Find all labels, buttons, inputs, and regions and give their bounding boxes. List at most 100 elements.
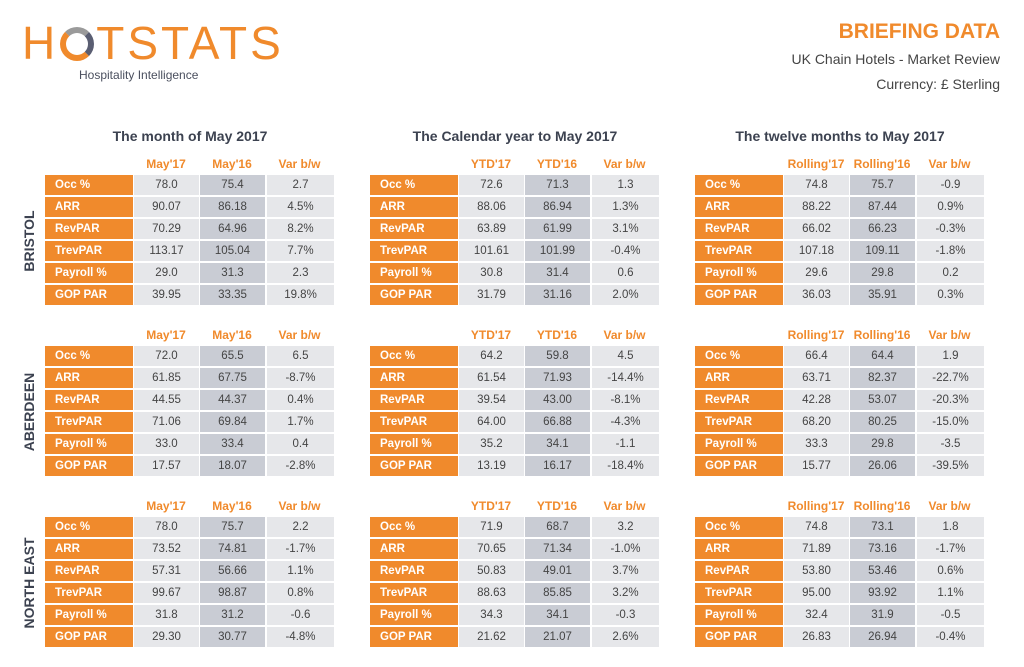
value-cell: 0.3% <box>917 285 984 305</box>
value-cell: 70.29 <box>134 219 199 239</box>
table-row: Payroll % 34.3 34.1 -0.3 <box>370 605 660 625</box>
metric-label: Payroll % <box>370 434 458 454</box>
table-row: GOP PAR 15.77 26.06 -39.5% <box>695 456 985 476</box>
value-cell: 35.91 <box>850 285 915 305</box>
table-row: Occ % 78.0 75.4 2.7 <box>45 175 335 195</box>
metric-label: Payroll % <box>45 605 133 625</box>
value-cell: 29.8 <box>850 263 915 283</box>
table-row: ARR 73.52 74.81 -1.7% <box>45 539 335 559</box>
value-cell: 86.18 <box>200 197 265 217</box>
value-cell: 29.8 <box>850 434 915 454</box>
column-header: Var b/w <box>603 157 646 171</box>
data-table: YTD'17 YTD'16 Var b/w Occ % 71.9 68.7 3.2 ARR 70… <box>370 499 660 649</box>
value-cell: 88.22 <box>784 197 849 217</box>
table-row: Payroll % 33.3 29.8 -3.5 <box>695 434 985 454</box>
metric-label: GOP PAR <box>45 456 133 476</box>
table-header-row: YTD'17 YTD'16 Var b/w <box>370 328 660 346</box>
value-cell: 70.65 <box>459 539 524 559</box>
table-header-row: Rolling'17 Rolling'16 Var b/w <box>695 328 985 346</box>
table-row: ARR 63.71 82.37 -22.7% <box>695 368 985 388</box>
metric-label: Payroll % <box>370 605 458 625</box>
table-row: Occ % 72.0 65.5 6.5 <box>45 346 335 366</box>
value-cell: 98.87 <box>200 583 265 603</box>
value-cell: 2.6% <box>592 627 659 647</box>
value-cell: -18.4% <box>592 456 659 476</box>
table-row: RevPAR 42.28 53.07 -20.3% <box>695 390 985 410</box>
metric-label: GOP PAR <box>695 456 783 476</box>
value-cell: 2.7 <box>267 175 334 195</box>
value-cell: 95.00 <box>784 583 849 603</box>
table-row: GOP PAR 29.30 30.77 -4.8% <box>45 627 335 647</box>
table-row: Occ % 74.8 73.1 1.8 <box>695 517 985 537</box>
value-cell: 29.30 <box>134 627 199 647</box>
value-cell: -4.8% <box>267 627 334 647</box>
metric-label: Occ % <box>370 346 458 366</box>
value-cell: 49.01 <box>525 561 590 581</box>
metric-label: GOP PAR <box>45 627 133 647</box>
value-cell: 65.5 <box>200 346 265 366</box>
value-cell: 7.7% <box>267 241 334 261</box>
table-row: TrevPAR 113.17 105.04 7.7% <box>45 241 335 261</box>
table-row: TrevPAR 68.20 80.25 -15.0% <box>695 412 985 432</box>
table-row: RevPAR 50.83 49.01 3.7% <box>370 561 660 581</box>
table-row: GOP PAR 13.19 16.17 -18.4% <box>370 456 660 476</box>
metric-label: RevPAR <box>45 561 133 581</box>
data-table: May'17 May'16 Var b/w Occ % 78.0 75.7 2.2 ARR 73… <box>45 499 335 649</box>
table-row: GOP PAR 26.83 26.94 -0.4% <box>695 627 985 647</box>
value-cell: 64.4 <box>850 346 915 366</box>
value-cell: -3.5 <box>917 434 984 454</box>
value-cell: 30.8 <box>459 263 524 283</box>
value-cell: -0.9 <box>917 175 984 195</box>
value-cell: -1.7% <box>917 539 984 559</box>
metric-label: TrevPAR <box>370 241 458 261</box>
value-cell: 53.07 <box>850 390 915 410</box>
value-cell: 101.99 <box>525 241 590 261</box>
metric-label: GOP PAR <box>370 627 458 647</box>
metric-label: GOP PAR <box>370 456 458 476</box>
column-header: Var b/w <box>928 499 971 513</box>
metric-label: TrevPAR <box>45 412 133 432</box>
value-cell: 56.66 <box>200 561 265 581</box>
value-cell: -0.4% <box>592 241 659 261</box>
value-cell: 42.28 <box>784 390 849 410</box>
value-cell: 1.9 <box>917 346 984 366</box>
value-cell: 66.4 <box>784 346 849 366</box>
value-cell: 71.06 <box>134 412 199 432</box>
value-cell: 44.37 <box>200 390 265 410</box>
value-cell: -20.3% <box>917 390 984 410</box>
value-cell: 21.62 <box>459 627 524 647</box>
value-cell: 1.3 <box>592 175 659 195</box>
value-cell: 8.2% <box>267 219 334 239</box>
table-row: Payroll % 31.8 31.2 -0.6 <box>45 605 335 625</box>
column-header: May'16 <box>212 157 252 171</box>
value-cell: -15.0% <box>917 412 984 432</box>
metric-label: Occ % <box>695 517 783 537</box>
value-cell: 19.8% <box>267 285 334 305</box>
data-table: May'17 May'16 Var b/w Occ % 72.0 65.5 6.5 ARR 61… <box>45 328 335 478</box>
metric-label: ARR <box>695 197 783 217</box>
value-cell: 0.6 <box>592 263 659 283</box>
value-cell: 0.6% <box>917 561 984 581</box>
value-cell: 1.8 <box>917 517 984 537</box>
value-cell: -1.0% <box>592 539 659 559</box>
value-cell: 105.04 <box>200 241 265 261</box>
value-cell: 34.3 <box>459 605 524 625</box>
header-spacer <box>45 499 133 517</box>
table-header-row: YTD'17 YTD'16 Var b/w <box>370 499 660 517</box>
value-cell: 80.25 <box>850 412 915 432</box>
value-cell: 4.5 <box>592 346 659 366</box>
value-cell: 3.2 <box>592 517 659 537</box>
value-cell: -0.3 <box>592 605 659 625</box>
metric-label: ARR <box>45 539 133 559</box>
metric-label: ARR <box>370 539 458 559</box>
value-cell: 59.8 <box>525 346 590 366</box>
table-row: RevPAR 53.80 53.46 0.6% <box>695 561 985 581</box>
value-cell: 0.2 <box>917 263 984 283</box>
value-cell: -1.8% <box>917 241 984 261</box>
data-table: May'17 May'16 Var b/w Occ % 78.0 75.4 2.7 ARR 90… <box>45 157 335 307</box>
value-cell: 88.06 <box>459 197 524 217</box>
table-row: Payroll % 30.8 31.4 0.6 <box>370 263 660 283</box>
value-cell: 85.85 <box>525 583 590 603</box>
metric-label: TrevPAR <box>695 583 783 603</box>
column-header: May'16 <box>212 328 252 342</box>
